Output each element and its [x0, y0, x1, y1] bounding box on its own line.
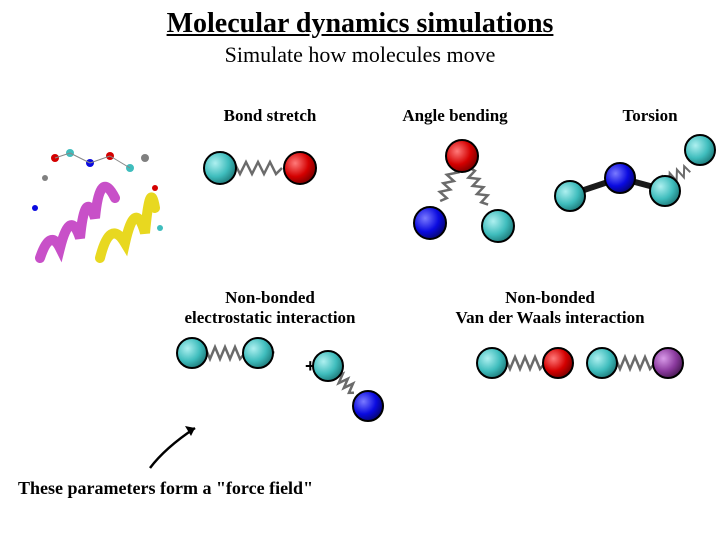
plus-sign: + — [305, 356, 316, 377]
torsion-diagram — [555, 135, 715, 211]
vdw-diagram — [477, 348, 683, 378]
label-electrostatic: Non-bonded electrostatic interaction — [170, 288, 370, 328]
arrow-icon — [150, 426, 195, 468]
bond-stretch-diagram — [204, 152, 316, 184]
page-title: Molecular dynamics simulations — [0, 8, 720, 40]
page-subtitle: Simulate how molecules move — [0, 42, 720, 68]
footer-text: These parameters form a "force field" — [18, 478, 313, 499]
label-vdw: Non-bonded Van der Waals interaction — [450, 288, 650, 328]
molecule-thumbnail — [20, 138, 170, 278]
label-torsion: Torsion — [550, 106, 720, 126]
angle-bending-diagram — [414, 140, 514, 242]
minus-sign: - — [269, 341, 275, 362]
diagram-stage — [0, 8, 720, 548]
label-angle-bending: Angle bending — [355, 106, 555, 126]
electrostatic-diagram — [177, 338, 383, 421]
label-bond-stretch: Bond stretch — [170, 106, 370, 126]
